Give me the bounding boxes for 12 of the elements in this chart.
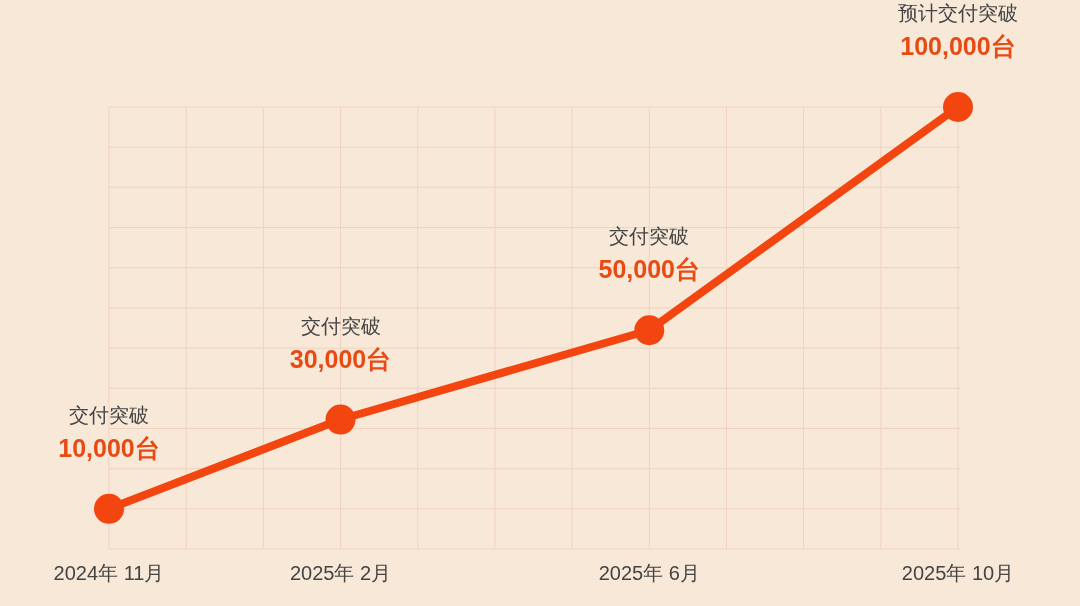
annotation: 交付突破 — [300, 314, 381, 337]
data-label: 10,000台 — [58, 433, 160, 462]
data-label: 50,000台 — [598, 255, 701, 284]
data-label: 30,000台 — [289, 344, 392, 373]
text: 预计交付突破 — [898, 2, 1018, 24]
data-label: 100,000台 — [900, 32, 1016, 60]
annotation: 交付突破 — [69, 403, 149, 426]
x-tick-label: 2025年 6月 — [598, 562, 700, 584]
annotation: 交付突破 — [609, 225, 690, 248]
x-tick-label: 2025年 10月 — [901, 562, 1015, 584]
x-tick-label: 2024年 11月 — [53, 562, 165, 584]
x-tick-label: 2025年 2月 — [289, 562, 392, 584]
